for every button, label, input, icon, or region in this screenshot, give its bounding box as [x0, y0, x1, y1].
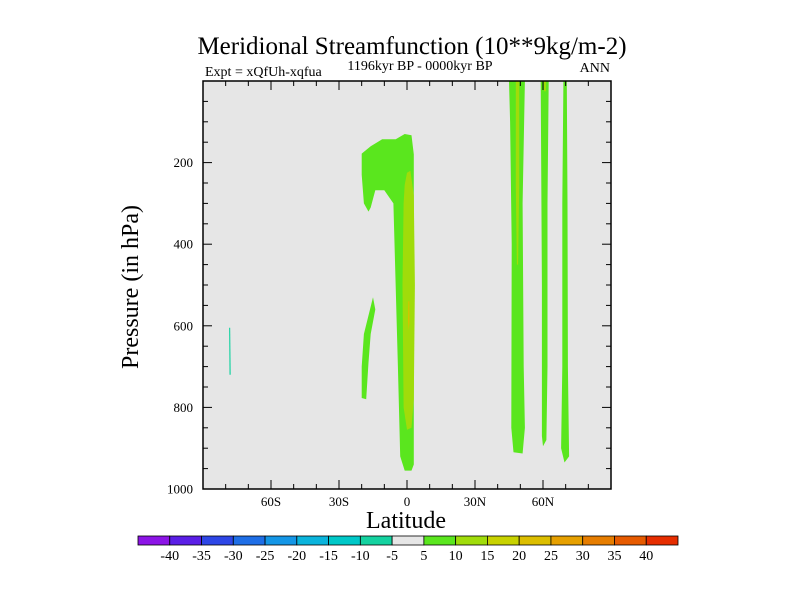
x-tick-label: 30S [329, 494, 349, 509]
colorbar-box [487, 535, 520, 546]
colorbar-box [201, 535, 234, 546]
colorbar-label: 15 [480, 549, 494, 564]
y-tick-label: 600 [174, 318, 194, 333]
contour-column-70n [561, 81, 570, 463]
colorbar-label: -10 [351, 549, 370, 564]
colorbar-label: 25 [544, 549, 558, 564]
contour-sh-cyan-sliver [229, 327, 231, 375]
period-label: 1196kyr BP - 0000kyr BP [347, 59, 492, 74]
x-tick-label: 0 [404, 494, 411, 509]
y-tick-label: 400 [174, 237, 194, 252]
plot-frame [202, 80, 612, 490]
chart-title: Meridional Streamfunction (10**9kg/m-2) [197, 33, 626, 60]
x-tick-label: 60S [261, 494, 281, 509]
y-tick-label: 800 [174, 400, 194, 415]
contour-column-45n [509, 81, 525, 454]
colorbar-box [296, 535, 329, 546]
contour-left-hook [361, 134, 414, 471]
colorbar-label: -35 [192, 549, 211, 564]
colorbar-box [391, 535, 425, 546]
colorbar-label: -25 [256, 549, 275, 564]
colorbar-label: -15 [319, 549, 338, 564]
contour-column-60n-core [543, 81, 547, 92]
colorbar-box [232, 535, 266, 546]
colorbar-label: -40 [160, 549, 179, 564]
colorbar-box [582, 535, 615, 546]
colorbar-box [169, 535, 202, 546]
x-tick-label: 60N [532, 494, 555, 509]
colorbar-box [423, 535, 457, 546]
colorbar-box [455, 535, 488, 546]
contour-column-60n [540, 81, 549, 447]
contour-left-arm [361, 297, 376, 400]
colorbar-label: 35 [607, 549, 621, 564]
contour-eq-max [408, 301, 410, 330]
colorbar-box [264, 535, 298, 546]
colorbar-label: 5 [420, 549, 427, 564]
colorbar-box [137, 535, 171, 546]
colorbar-label: -5 [386, 549, 398, 564]
colorbar-box [550, 535, 584, 546]
colorbar-label: 40 [639, 549, 653, 564]
contour-column-45n-core [515, 81, 520, 265]
colorbar-label: -20 [287, 549, 306, 564]
colorbar-label: 10 [449, 549, 463, 564]
x-axis-label: Latitude [366, 508, 446, 534]
colorbar-box [518, 535, 552, 546]
colorbar-box [614, 535, 647, 546]
y-tick-labels: 200 400 600 800 1000 [167, 155, 193, 496]
colorbar-box [645, 535, 679, 546]
contour-fills [229, 81, 570, 471]
colorbar-label: 20 [512, 549, 526, 564]
season-label: ANN [580, 61, 610, 76]
y-axis-label: Pressure (in hPa) [118, 205, 144, 369]
y-tick-label: 1000 [167, 482, 193, 497]
experiment-label: Expt = xQfUh-xqfua [205, 65, 323, 80]
y-tick-label: 200 [174, 155, 194, 170]
axis-ticks [202, 80, 612, 490]
colorbar-box [359, 535, 393, 546]
colorbar-label: 30 [576, 549, 590, 564]
colorbar-labels: -40 -35 -30 -25 -20 -15 -10 -5 5 10 15 20 25 30 35 40 [160, 549, 653, 564]
colorbar-label: -30 [224, 549, 243, 564]
x-tick-label: 30N [464, 494, 487, 509]
colorbar-box [328, 535, 361, 546]
colorbar [137, 535, 679, 546]
contour-eq-core [402, 170, 415, 430]
x-tick-labels: 60S 30S 0 30N 60N [261, 494, 555, 509]
